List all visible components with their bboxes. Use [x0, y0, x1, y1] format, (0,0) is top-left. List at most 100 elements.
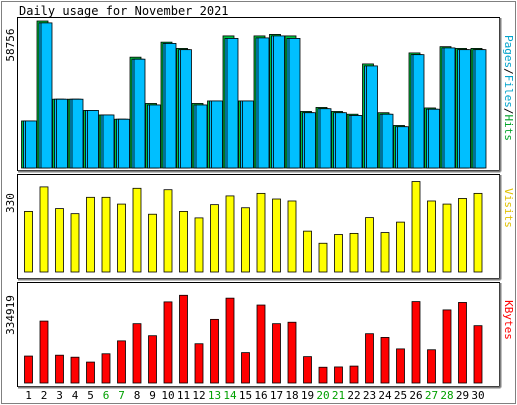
pages-bar	[195, 104, 208, 169]
pages-bar	[273, 35, 285, 169]
pages-bar	[397, 126, 409, 169]
x-tick-label: 24	[378, 389, 392, 402]
kbytes-bar	[442, 309, 452, 384]
visits-bar	[39, 186, 49, 273]
pages-bar	[350, 115, 363, 169]
x-tick-label: 6	[103, 389, 110, 402]
pages-bar	[180, 49, 192, 169]
pages-bar	[211, 100, 223, 169]
kbytes-bar	[194, 343, 204, 384]
visits-bar	[241, 207, 250, 273]
right-label-part: Pages	[502, 35, 515, 68]
kbytes-bar	[117, 340, 126, 384]
pages-bar	[443, 47, 456, 169]
visits-bar	[380, 232, 390, 273]
pages-bar	[87, 110, 99, 169]
visits-bar	[349, 232, 359, 273]
x-tick-label: 26	[409, 389, 422, 402]
kbytes-bar	[148, 335, 157, 384]
right-label-part: Hits	[502, 115, 515, 142]
kbytes-bar	[303, 356, 312, 384]
visits-bar	[287, 200, 297, 273]
kbytes-bar	[179, 294, 188, 384]
kbytes-bar	[70, 356, 80, 384]
pages-bar	[56, 98, 68, 169]
kbytes-bar	[163, 301, 173, 384]
x-tick-label: 30	[471, 389, 484, 402]
kbytes-bar	[132, 323, 142, 384]
visits-bar	[458, 198, 467, 273]
right-label-part: /	[502, 108, 515, 115]
pages-bar	[226, 38, 239, 169]
x-tick-label: 20	[316, 389, 329, 402]
visits-bar	[117, 203, 126, 273]
x-tick-labels: 1 2 3 4 5 6 7 8 9 10 11 12 13 14 15 16 17 18 19 20 21 22 23 24 2…	[25, 389, 484, 402]
x-tick-label: 25	[394, 389, 407, 402]
pages-bar	[474, 49, 487, 169]
x-tick-label: 1	[25, 389, 32, 402]
kbytes-bar	[241, 352, 250, 384]
kbytes-bar	[334, 366, 343, 384]
pages-bar	[242, 100, 254, 169]
visits-bar	[411, 181, 421, 273]
visits-bar	[148, 213, 157, 273]
visits-bar	[101, 196, 111, 273]
x-tick-label: 8	[134, 389, 141, 402]
pages-bar	[40, 22, 53, 169]
pages-bar	[304, 112, 316, 169]
pages-bar	[71, 98, 84, 169]
x-tick-label: 3	[56, 389, 63, 402]
x-tick-label: 17	[270, 389, 283, 402]
pages-bar	[164, 43, 177, 169]
x-tick-label: 22	[347, 389, 360, 402]
pages-bar	[288, 38, 301, 169]
visits-bar	[55, 208, 64, 273]
kbytes-bar	[86, 361, 95, 384]
pages-bar	[412, 54, 425, 169]
x-tick-label: 14	[223, 389, 237, 402]
y-max-label: 334919	[4, 295, 17, 335]
x-tick-label: 13	[208, 389, 221, 402]
kbytes-bar	[380, 337, 390, 384]
visits-bar	[163, 189, 173, 273]
kbytes-bar	[458, 302, 467, 384]
kbytes-bar	[318, 366, 328, 384]
pages-bar	[366, 65, 378, 169]
right-label: KBytes	[502, 300, 515, 340]
pages-bar	[257, 37, 270, 169]
x-tick-label: 12	[192, 389, 205, 402]
x-tick-label: 16	[254, 389, 267, 402]
kbytes-bar	[349, 365, 359, 384]
kbytes-bar	[287, 321, 297, 384]
pages-bar	[149, 104, 161, 169]
pages-bar	[133, 58, 146, 169]
kbytes-bar	[411, 301, 421, 384]
visits-bar	[86, 196, 95, 273]
y-max-labels: 58756 330 334919	[4, 28, 17, 334]
chart-title: Daily usage for November 2021	[19, 4, 229, 18]
visits-bar	[132, 187, 142, 273]
visits-bar	[272, 198, 281, 273]
pages-bar	[319, 108, 332, 169]
visits-bar	[365, 217, 374, 273]
x-tick-label: 11	[177, 389, 190, 402]
visits-bar	[427, 200, 436, 273]
visits-bar	[179, 211, 188, 273]
right-label: Visits	[502, 188, 515, 228]
x-tick-label: 5	[87, 389, 94, 402]
x-tick-label: 7	[118, 389, 125, 402]
kbytes-bar	[101, 353, 111, 384]
visits-bar	[318, 242, 328, 273]
kbytes-bar	[396, 348, 405, 384]
visits-bar	[225, 195, 235, 273]
kbytes-bar	[225, 297, 235, 384]
kbytes-bar	[210, 318, 219, 384]
x-tick-label: 19	[301, 389, 314, 402]
pages-bar	[428, 108, 440, 169]
x-tick-label: 10	[161, 389, 174, 402]
x-tick-label: 28	[440, 389, 453, 402]
kbytes-bar	[39, 320, 49, 384]
visits-bar	[70, 213, 80, 273]
kbytes-bar	[272, 323, 281, 384]
